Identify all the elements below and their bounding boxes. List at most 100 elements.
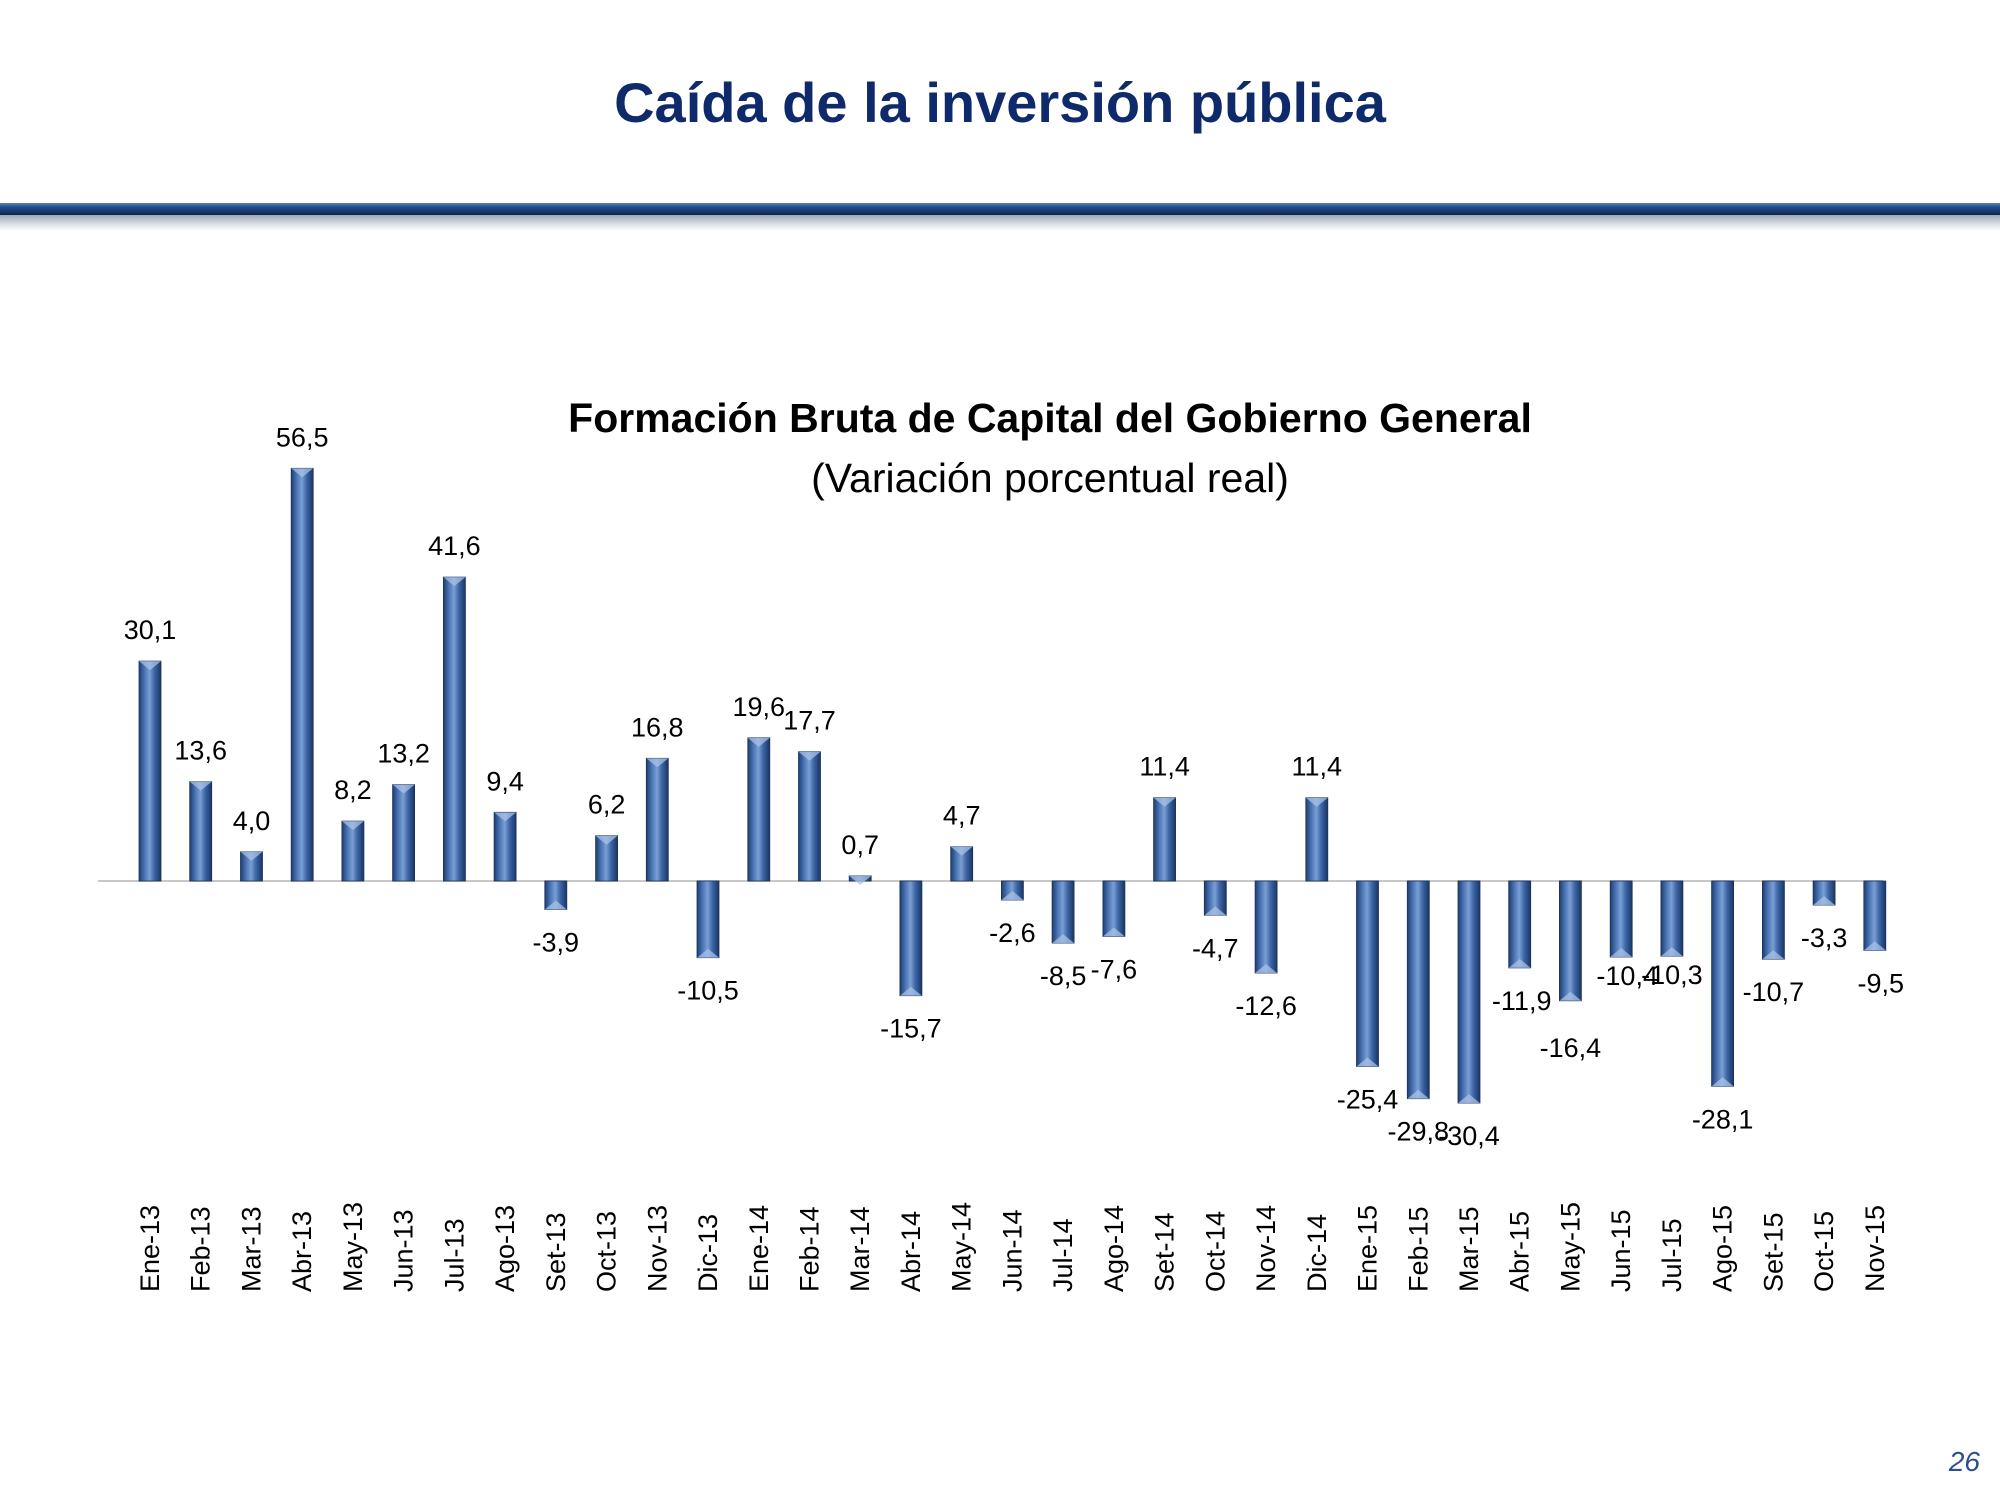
bar-nov-15 <box>1863 880 1887 951</box>
title-divider <box>0 203 2000 215</box>
bar-abr-15 <box>1508 880 1532 969</box>
category-label-jun-15: Jun-15 <box>1606 1209 1636 1292</box>
category-label-mar-15: Mar-15 <box>1454 1206 1484 1292</box>
bar-bevel-set-13 <box>544 900 567 910</box>
bar-jul-13 <box>442 576 466 882</box>
value-label-ago-15: -28,1 <box>1692 1104 1754 1134</box>
category-label-ago-14: Ago-14 <box>1099 1205 1129 1292</box>
bar-bevel-oct-14 <box>1204 906 1227 916</box>
value-label-jun-13: 13,2 <box>377 739 430 769</box>
bar-nov-14 <box>1254 880 1278 974</box>
bar-bevel-abr-14 <box>899 986 922 996</box>
category-label-may-14: May-14 <box>947 1202 977 1292</box>
value-label-ene-14: 19,6 <box>733 692 786 722</box>
bar-feb-15 <box>1406 880 1430 1100</box>
category-label-nov-14: Nov-14 <box>1251 1205 1281 1292</box>
bar-bevel-oct-13 <box>595 835 618 845</box>
value-label-feb-13: 13,6 <box>174 736 227 766</box>
value-label-ago-14: -7,6 <box>1091 955 1138 985</box>
bar-nov-13 <box>645 757 669 882</box>
category-label-jun-14: Jun-14 <box>997 1209 1027 1292</box>
bar-abr-13 <box>290 467 314 882</box>
category-label-may-15: May-15 <box>1555 1202 1585 1292</box>
bar-jun-15 <box>1609 880 1633 958</box>
category-labels-group: Ene-13 Feb-13 Mar-13 Abr-13 May-13 Jun-13 Jul-… <box>135 1202 1890 1292</box>
category-label-oct-15: Oct-15 <box>1809 1211 1839 1292</box>
category-label-nov-13: Nov-13 <box>642 1205 672 1292</box>
bar-bevel-may-15 <box>1559 991 1582 1001</box>
bar-feb-13 <box>189 781 213 882</box>
bar-bevel-jun-13 <box>392 784 415 794</box>
bar-set-15 <box>1762 880 1785 960</box>
bar-bevel-mar-13 <box>240 851 263 861</box>
bar-jul-15 <box>1660 880 1684 957</box>
category-label-jul-15: Jul-15 <box>1657 1218 1687 1292</box>
value-label-jul-14: -8,5 <box>1040 961 1087 991</box>
value-label-nov-14: -12,6 <box>1235 991 1297 1021</box>
value-label-oct-14: -4,7 <box>1192 933 1239 963</box>
bar-bevel-mar-14 <box>849 875 872 885</box>
bar-bevel-oct-15 <box>1813 896 1836 906</box>
bar-ago-13 <box>493 811 517 882</box>
bars-group <box>138 467 1887 1104</box>
slide-title: Caída de la inversión pública <box>614 71 1386 134</box>
bar-set-13 <box>544 880 568 910</box>
value-label-may-15: -16,4 <box>1540 1033 1602 1063</box>
bar-feb-14 <box>798 751 821 882</box>
bar-bevel-feb-13 <box>189 781 212 791</box>
bar-bevel-jun-14 <box>1001 890 1024 900</box>
bar-ene-15 <box>1356 880 1379 1067</box>
bar-bevel-ene-15 <box>1356 1057 1379 1067</box>
bar-bevel-abr-13 <box>291 468 314 478</box>
bar-bevel-feb-14 <box>798 751 821 761</box>
bar-dic-13 <box>696 880 720 959</box>
bar-may-13 <box>341 820 365 882</box>
value-label-may-13: 8,2 <box>334 775 372 805</box>
category-label-abr-13: Abr-13 <box>287 1211 317 1292</box>
value-label-ene-13: 30,1 <box>124 615 177 645</box>
category-label-abr-14: Abr-14 <box>896 1211 926 1292</box>
value-label-feb-14: 17,7 <box>783 706 836 736</box>
value-label-abr-13: 56,5 <box>276 422 329 452</box>
bar-bevel-nov-15 <box>1863 941 1886 951</box>
value-label-jul-13: 41,6 <box>428 531 481 561</box>
value-label-abr-15: -11,9 <box>1492 986 1552 1016</box>
title-divider-shadow <box>0 215 2000 231</box>
category-label-feb-14: Feb-14 <box>795 1206 825 1292</box>
bar-bevel-may-14 <box>950 846 973 856</box>
category-label-mar-14: Mar-14 <box>845 1206 875 1292</box>
category-label-feb-13: Feb-13 <box>186 1206 216 1292</box>
bar-dic-14 <box>1305 797 1329 882</box>
bar-may-15 <box>1559 880 1582 1002</box>
category-label-jul-14: Jul-14 <box>1048 1218 1078 1292</box>
value-label-ene-15: -25,4 <box>1337 1085 1399 1115</box>
value-label-mar-15: -30,4 <box>1438 1121 1500 1151</box>
value-label-feb-15: -29,8 <box>1388 1117 1450 1147</box>
value-label-oct-13: 6,2 <box>588 790 626 820</box>
value-label-nov-15: -9,5 <box>1858 968 1905 998</box>
bar-bevel-jun-15 <box>1610 947 1633 957</box>
category-label-dic-13: Dic-13 <box>693 1214 723 1292</box>
bar-bevel-jul-14 <box>1052 934 1075 944</box>
bar-bevel-jul-15 <box>1660 947 1683 957</box>
category-label-jun-13: Jun-13 <box>389 1209 419 1292</box>
value-label-may-14: 4,7 <box>943 801 981 831</box>
value-label-oct-15: -3,3 <box>1801 923 1848 953</box>
value-label-dic-14: 11,4 <box>1292 752 1343 782</box>
bar-bevel-ene-13 <box>139 661 161 671</box>
value-label-set-14: 11,4 <box>1139 752 1190 782</box>
category-label-set-15: Set-15 <box>1758 1212 1788 1292</box>
value-label-mar-13: 4,0 <box>233 806 271 836</box>
value-label-set-15: -10,7 <box>1743 977 1805 1007</box>
category-label-oct-13: Oct-13 <box>592 1211 622 1292</box>
bar-jun-14 <box>1001 880 1024 901</box>
category-label-jul-13: Jul-13 <box>439 1218 469 1292</box>
bar-mar-15 <box>1457 880 1481 1104</box>
value-label-jun-14: -2,6 <box>989 918 1036 948</box>
bar-bevel-nov-13 <box>646 758 669 768</box>
chart-title: Formación Bruta de Capital del Gobierno … <box>568 395 1532 441</box>
value-labels-group: 30,1 13,6 4,0 56,5 8,213,2 41,6 9,4 -3,9 6,2 16,8… <box>124 422 1904 1151</box>
category-label-feb-15: Feb-15 <box>1403 1206 1433 1292</box>
value-label-abr-14: -15,7 <box>880 1014 942 1044</box>
value-label-nov-13: 16,8 <box>631 712 684 742</box>
